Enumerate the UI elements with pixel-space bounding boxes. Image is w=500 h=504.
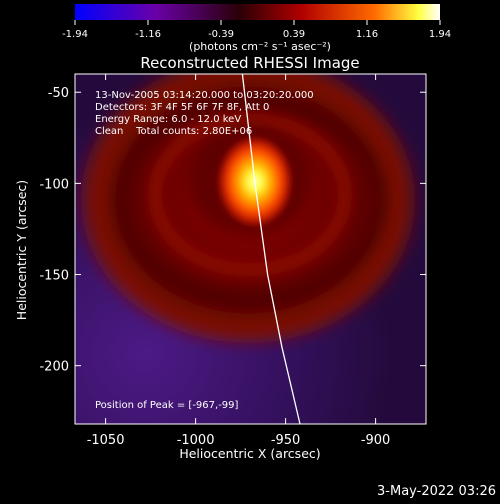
info-time-range: 13-Nov-2005 03:14:20.000 to 03:20:20.000 — [95, 90, 314, 101]
info-total-counts: Clean Total counts: 2.80E+06 — [95, 126, 252, 137]
plot-title: Reconstructed RHESSI Image — [140, 54, 359, 72]
axis-ticks: -1050 -1000 -950 -900 -50 -100 -150 -200 — [39, 74, 426, 448]
colorbar-tick-marks — [74, 20, 441, 25]
y-axis-label: Heliocentric Y (arcsec) — [14, 180, 29, 320]
colorbar — [75, 4, 440, 20]
x-tick-label: -1050 — [87, 433, 125, 448]
emission-ring-dark — [113, 93, 387, 307]
x-axis-label: Heliocentric X (arcsec) — [179, 446, 320, 461]
emission-ring-bright — [148, 113, 352, 277]
x-tick-label: -950 — [271, 433, 301, 448]
colorbar-tick-label: -0.39 — [208, 29, 234, 40]
y-tick-label: -200 — [39, 360, 69, 375]
x-tick-label: -900 — [361, 433, 391, 448]
y-tick-label: -150 — [39, 269, 69, 284]
colorbar-tick-label: 1.16 — [356, 29, 378, 40]
info-energy-range: Energy Range: 6.0 - 12.0 keV — [95, 114, 241, 125]
colorbar-tick-label: 0.39 — [283, 29, 305, 40]
timestamp: 3-May-2022 03:26 — [377, 484, 496, 499]
plot-frame — [74, 73, 427, 425]
colorbar-tick-label: -1.94 — [62, 29, 88, 40]
colorbar-unit-label: (photons cm⁻² s⁻¹ asec⁻²) — [189, 40, 331, 53]
heatmap-image — [75, 74, 426, 424]
x-tick-label: -1000 — [177, 433, 215, 448]
colorbar-tick-label: 1.94 — [429, 29, 451, 40]
y-tick-label: -100 — [39, 177, 69, 192]
peak-position-label: Position of Peak = [-967,-99] — [95, 400, 239, 411]
solar-limb-line — [241, 74, 301, 424]
y-tick-label: -50 — [48, 86, 69, 101]
colorbar-tick-label: -1.16 — [135, 29, 161, 40]
info-detectors: Detectors: 3F 4F 5F 6F 7F 8F, Att 0 — [95, 102, 269, 113]
